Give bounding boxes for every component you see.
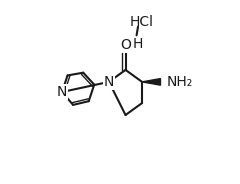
Text: HCl: HCl [129, 15, 153, 29]
Text: O: O [120, 38, 131, 52]
Text: H: H [132, 37, 143, 51]
Text: N: N [104, 75, 114, 89]
Polygon shape [142, 79, 161, 85]
Text: NH₂: NH₂ [167, 75, 193, 89]
Text: N: N [57, 85, 67, 99]
